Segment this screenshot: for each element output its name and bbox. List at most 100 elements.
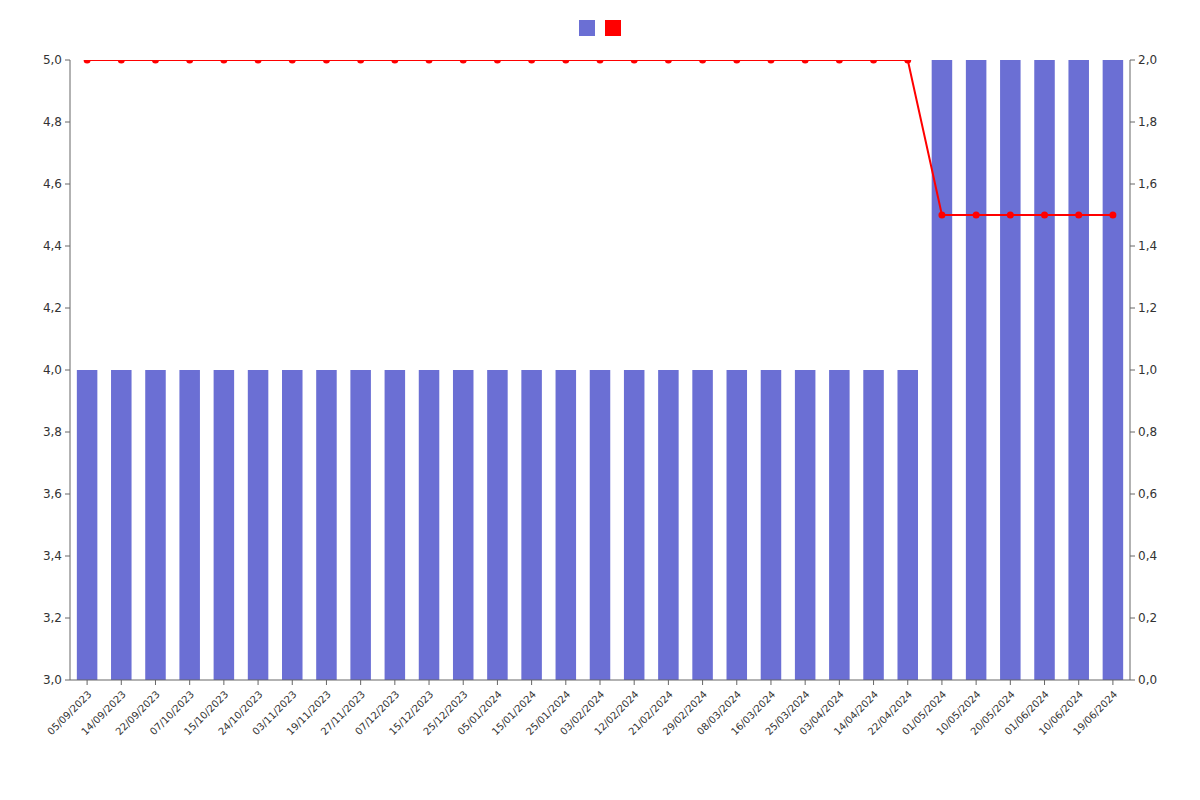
y2-tick [1130,494,1135,495]
marker [152,60,159,64]
bar [829,370,850,680]
y2-tick [1130,122,1135,123]
x-tick [292,680,293,685]
marker [289,60,296,64]
plot-area [77,60,1123,680]
bar [214,370,235,680]
bar [316,370,337,680]
y2-tick-label: 0,8 [1138,425,1157,439]
legend-swatch [579,20,595,36]
y2-tick-label: 1,8 [1138,115,1157,129]
y-tick-label: 4,8 [43,115,62,129]
y-tick [65,246,70,247]
y2-tick [1130,184,1135,185]
x-tick [976,680,977,685]
bar [111,370,132,680]
y-tick [65,308,70,309]
marker [733,60,740,64]
y2-tick-label: 0,4 [1138,549,1157,563]
x-tick [223,680,224,685]
marker [631,60,638,64]
bar [1000,60,1021,680]
y-tick-label: 4,2 [43,301,62,315]
y-tick [65,680,70,681]
x-tick [258,680,259,685]
bar [556,370,577,680]
bar [795,370,816,680]
y2-tick-label: 1,2 [1138,301,1157,315]
y2-tick [1130,308,1135,309]
x-tick [463,680,464,685]
y2-tick-label: 1,4 [1138,239,1157,253]
x-tick [497,680,498,685]
bar [350,370,371,680]
y2-tick-label: 0,0 [1138,673,1157,687]
marker [323,60,330,64]
bar [727,370,748,680]
marker [357,60,364,64]
bar [521,370,542,680]
x-tick [121,680,122,685]
x-tick [1044,680,1045,685]
marker [1007,212,1014,219]
marker [562,60,569,64]
marker [1109,212,1116,219]
x-tick [1112,680,1113,685]
bar [590,370,611,680]
x-tick [736,680,737,685]
y-tick-label: 3,2 [43,611,62,625]
marker [597,60,604,64]
axes: 3,03,23,43,63,84,04,24,44,64,85,00,00,20… [43,53,1157,738]
y-tick-label: 3,4 [43,549,62,563]
bar [863,370,884,680]
marker [255,60,262,64]
x-tick [600,680,601,685]
y2-tick [1130,680,1135,681]
y-tick [65,122,70,123]
y-tick-label: 4,0 [43,363,62,377]
marker [836,60,843,64]
marker [1041,212,1048,219]
marker [220,60,227,64]
marker [426,60,433,64]
marker [870,60,877,64]
y2-tick-label: 1,0 [1138,363,1157,377]
y2-tick-label: 1,6 [1138,177,1157,191]
chart: 3,03,23,43,63,84,04,24,44,64,85,00,00,20… [0,0,1200,800]
x-tick [1010,680,1011,685]
bar [1034,60,1055,680]
y2-tick-label: 0,6 [1138,487,1157,501]
y-tick-label: 4,6 [43,177,62,191]
bar [1103,60,1124,680]
y2-tick-label: 0,2 [1138,611,1157,625]
x-tick [155,680,156,685]
marker [802,60,809,64]
y-tick-label: 5,0 [43,53,62,67]
marker [1075,212,1082,219]
x-tick [87,680,88,685]
x-tick [702,680,703,685]
marker [118,60,125,64]
x-tick [531,680,532,685]
x-tick [189,680,190,685]
y-tick [65,556,70,557]
x-tick [394,680,395,685]
bar [932,60,953,680]
bar [897,370,918,680]
x-tick [668,680,669,685]
y-tick [65,618,70,619]
bar [692,370,713,680]
x-tick-label: 19/06/2024 [1071,689,1120,738]
marker [973,212,980,219]
bar [453,370,474,680]
x-tick [565,680,566,685]
bar [658,370,679,680]
y2-tick [1130,246,1135,247]
y-tick [65,432,70,433]
y-tick [65,494,70,495]
marker [528,60,535,64]
x-tick [907,680,908,685]
y-tick-label: 3,8 [43,425,62,439]
marker [699,60,706,64]
y-tick-label: 3,6 [43,487,62,501]
